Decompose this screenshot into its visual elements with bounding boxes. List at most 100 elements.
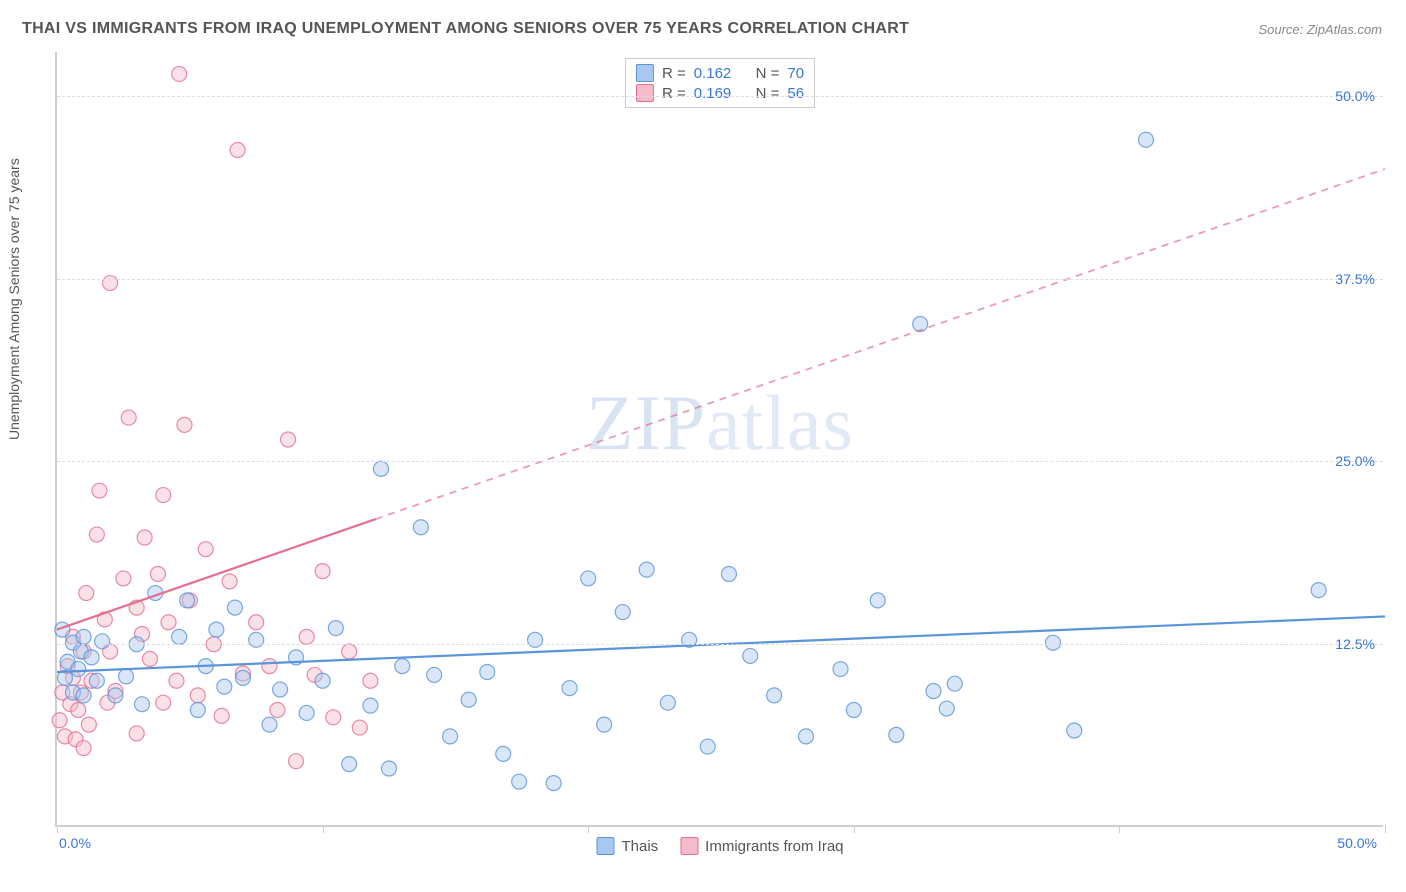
data-point [315, 564, 330, 579]
x-tick [1385, 825, 1386, 833]
data-point [798, 729, 813, 744]
y-tick-label: 37.5% [1335, 271, 1375, 287]
data-point [227, 600, 242, 615]
data-point [480, 665, 495, 680]
data-point [512, 774, 527, 789]
data-point [413, 520, 428, 535]
gridline [57, 461, 1383, 462]
chart-svg [57, 52, 1383, 825]
legend-series: Thais Immigrants from Iraq [596, 837, 843, 855]
data-point [363, 673, 378, 688]
data-point [270, 703, 285, 718]
data-point [169, 673, 184, 688]
data-point [395, 659, 410, 674]
data-point [281, 432, 296, 447]
data-point [76, 629, 91, 644]
data-point [496, 746, 511, 761]
data-point [315, 673, 330, 688]
data-point [639, 562, 654, 577]
data-point [947, 676, 962, 691]
data-point [913, 316, 928, 331]
data-point [79, 586, 94, 601]
y-tick-label: 12.5% [1335, 636, 1375, 652]
data-point [235, 670, 250, 685]
data-point [461, 692, 476, 707]
data-point [71, 662, 86, 677]
data-point [76, 688, 91, 703]
data-point [262, 659, 277, 674]
data-point [546, 776, 561, 791]
data-point [81, 717, 96, 732]
data-point [137, 530, 152, 545]
data-point [161, 615, 176, 630]
y-tick-label: 50.0% [1335, 88, 1375, 104]
regression-line-dashed [376, 169, 1385, 519]
x-tick [588, 825, 589, 833]
data-point [562, 681, 577, 696]
legend-item: Immigrants from Iraq [680, 837, 843, 855]
data-point [134, 697, 149, 712]
data-point [119, 669, 134, 684]
data-point [926, 684, 941, 699]
data-point [939, 701, 954, 716]
series-label: Thais [621, 838, 658, 855]
data-point [262, 717, 277, 732]
data-point [222, 574, 237, 589]
series-label: Immigrants from Iraq [705, 838, 843, 855]
data-point [209, 622, 224, 637]
x-tick [854, 825, 855, 833]
data-point [299, 705, 314, 720]
y-axis-label: Unemployment Among Seniors over 75 years [6, 158, 22, 440]
gridline [57, 279, 1383, 280]
data-point [342, 644, 357, 659]
data-point [217, 679, 232, 694]
data-point [76, 741, 91, 756]
data-point [177, 417, 192, 432]
data-point [1138, 132, 1153, 147]
data-point [352, 720, 367, 735]
data-point [273, 682, 288, 697]
data-point [363, 698, 378, 713]
data-point [721, 567, 736, 582]
source-label: Source: ZipAtlas.com [1258, 22, 1382, 37]
data-point [142, 651, 157, 666]
data-point [89, 673, 104, 688]
data-point [328, 621, 343, 636]
data-point [299, 629, 314, 644]
data-point [92, 483, 107, 498]
data-point [342, 757, 357, 772]
data-point [597, 717, 612, 732]
data-point [190, 688, 205, 703]
data-point [52, 713, 67, 728]
data-point [615, 605, 630, 620]
data-point [700, 739, 715, 754]
x-tick [323, 825, 324, 833]
data-point [1046, 635, 1061, 650]
data-point [190, 703, 205, 718]
data-point [427, 667, 442, 682]
data-point [172, 66, 187, 81]
data-point [84, 650, 99, 665]
data-point [129, 726, 144, 741]
data-point [374, 461, 389, 476]
data-point [230, 142, 245, 157]
data-point [326, 710, 341, 725]
data-point [1311, 583, 1326, 598]
data-point [71, 703, 86, 718]
swatch-icon [680, 837, 698, 855]
data-point [289, 754, 304, 769]
data-point [121, 410, 136, 425]
data-point [116, 571, 131, 586]
data-point [1067, 723, 1082, 738]
data-point [156, 488, 171, 503]
data-point [198, 542, 213, 557]
data-point [382, 761, 397, 776]
data-point [581, 571, 596, 586]
data-point [180, 593, 195, 608]
data-point [214, 708, 229, 723]
data-point [249, 615, 264, 630]
data-point [172, 629, 187, 644]
x-tick-label: 50.0% [1337, 835, 1377, 851]
gridline [57, 96, 1383, 97]
data-point [767, 688, 782, 703]
